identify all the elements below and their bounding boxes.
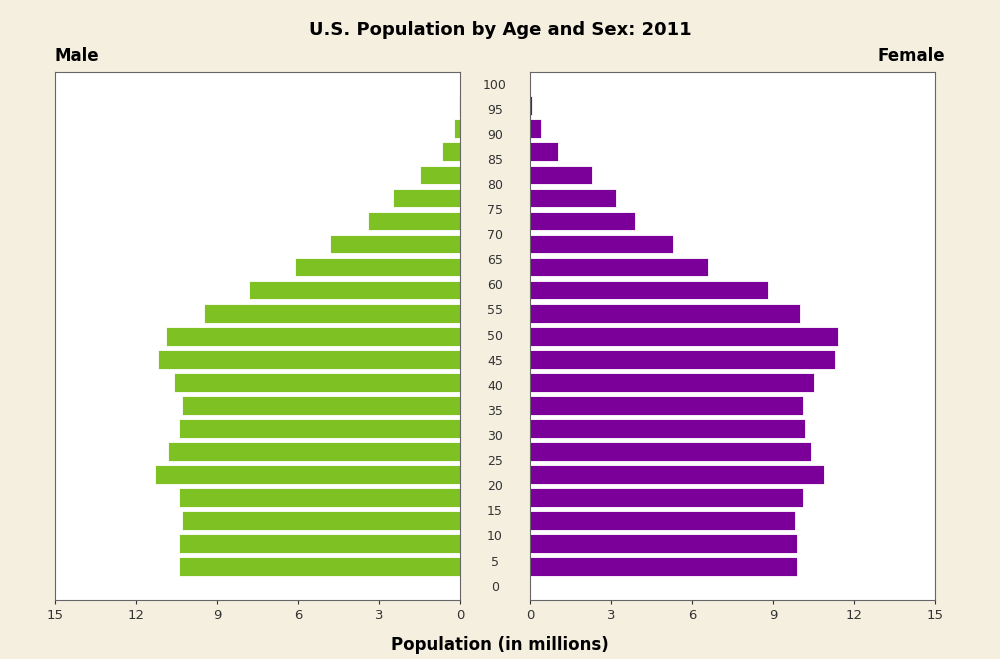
- Text: 35: 35: [487, 405, 503, 418]
- Bar: [459, 96, 460, 115]
- Text: 95: 95: [487, 103, 503, 117]
- Bar: [530, 557, 797, 576]
- Bar: [530, 327, 838, 345]
- Bar: [530, 373, 814, 391]
- Text: 40: 40: [487, 380, 503, 393]
- Bar: [530, 534, 797, 553]
- Bar: [530, 511, 795, 530]
- Text: Population (in millions): Population (in millions): [391, 635, 609, 654]
- Bar: [166, 327, 460, 345]
- Bar: [155, 465, 460, 484]
- Text: 65: 65: [487, 254, 503, 268]
- Bar: [204, 304, 460, 322]
- Text: U.S. Population by Age and Sex: 2011: U.S. Population by Age and Sex: 2011: [309, 20, 691, 39]
- Bar: [442, 142, 460, 161]
- Bar: [530, 488, 803, 507]
- Text: 25: 25: [487, 455, 503, 468]
- Text: 70: 70: [487, 229, 503, 242]
- Text: Female: Female: [877, 47, 945, 65]
- Text: 55: 55: [487, 304, 503, 318]
- Text: 90: 90: [487, 129, 503, 142]
- Bar: [530, 442, 811, 461]
- Text: 100: 100: [483, 78, 507, 92]
- Bar: [530, 304, 800, 322]
- Bar: [530, 281, 768, 299]
- Text: 5: 5: [491, 556, 499, 569]
- Bar: [392, 188, 460, 208]
- Bar: [179, 418, 460, 438]
- Text: Male: Male: [55, 47, 100, 65]
- Bar: [530, 142, 558, 161]
- Bar: [530, 395, 803, 415]
- Bar: [454, 119, 460, 138]
- Bar: [530, 258, 708, 277]
- Bar: [330, 235, 460, 254]
- Bar: [530, 465, 824, 484]
- Bar: [530, 119, 541, 138]
- Bar: [174, 373, 460, 391]
- Bar: [168, 442, 460, 461]
- Bar: [182, 511, 460, 530]
- Text: 85: 85: [487, 154, 503, 167]
- Text: 50: 50: [487, 330, 503, 343]
- Bar: [249, 281, 460, 299]
- Bar: [530, 418, 805, 438]
- Bar: [420, 165, 460, 185]
- Text: 20: 20: [487, 480, 503, 493]
- Text: 10: 10: [487, 530, 503, 544]
- Bar: [530, 188, 616, 208]
- Bar: [179, 534, 460, 553]
- Bar: [182, 395, 460, 415]
- Bar: [295, 258, 460, 277]
- Text: 15: 15: [487, 505, 503, 519]
- Text: 75: 75: [487, 204, 503, 217]
- Bar: [530, 96, 532, 115]
- Bar: [530, 235, 673, 254]
- Bar: [158, 350, 460, 368]
- Bar: [530, 165, 592, 185]
- Bar: [368, 212, 460, 231]
- Text: 60: 60: [487, 279, 503, 293]
- Text: 30: 30: [487, 430, 503, 443]
- Bar: [179, 488, 460, 507]
- Text: 0: 0: [491, 581, 499, 594]
- Bar: [530, 350, 835, 368]
- Bar: [179, 557, 460, 576]
- Text: 45: 45: [487, 355, 503, 368]
- Bar: [530, 212, 635, 231]
- Text: 80: 80: [487, 179, 503, 192]
